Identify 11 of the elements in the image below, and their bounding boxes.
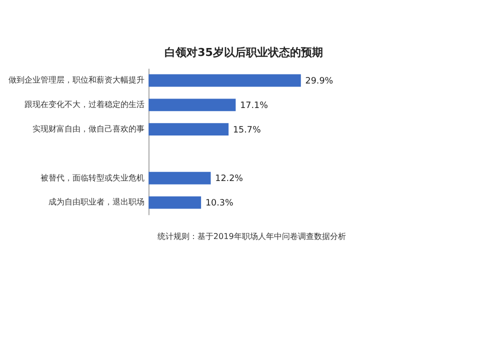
data-label: 29.9%: [305, 76, 334, 86]
data-label: 12.2%: [215, 174, 243, 184]
bar: [148, 172, 211, 184]
bar: [148, 196, 202, 209]
bar: [148, 74, 301, 87]
data-label: 17.1%: [240, 100, 268, 111]
chart-title: 白领对35岁以后职业状态的预期: [164, 46, 323, 59]
bar: [148, 123, 229, 136]
bar: [148, 98, 236, 112]
data-label: 10.3%: [205, 198, 234, 208]
data-label: 15.7%: [232, 125, 261, 136]
